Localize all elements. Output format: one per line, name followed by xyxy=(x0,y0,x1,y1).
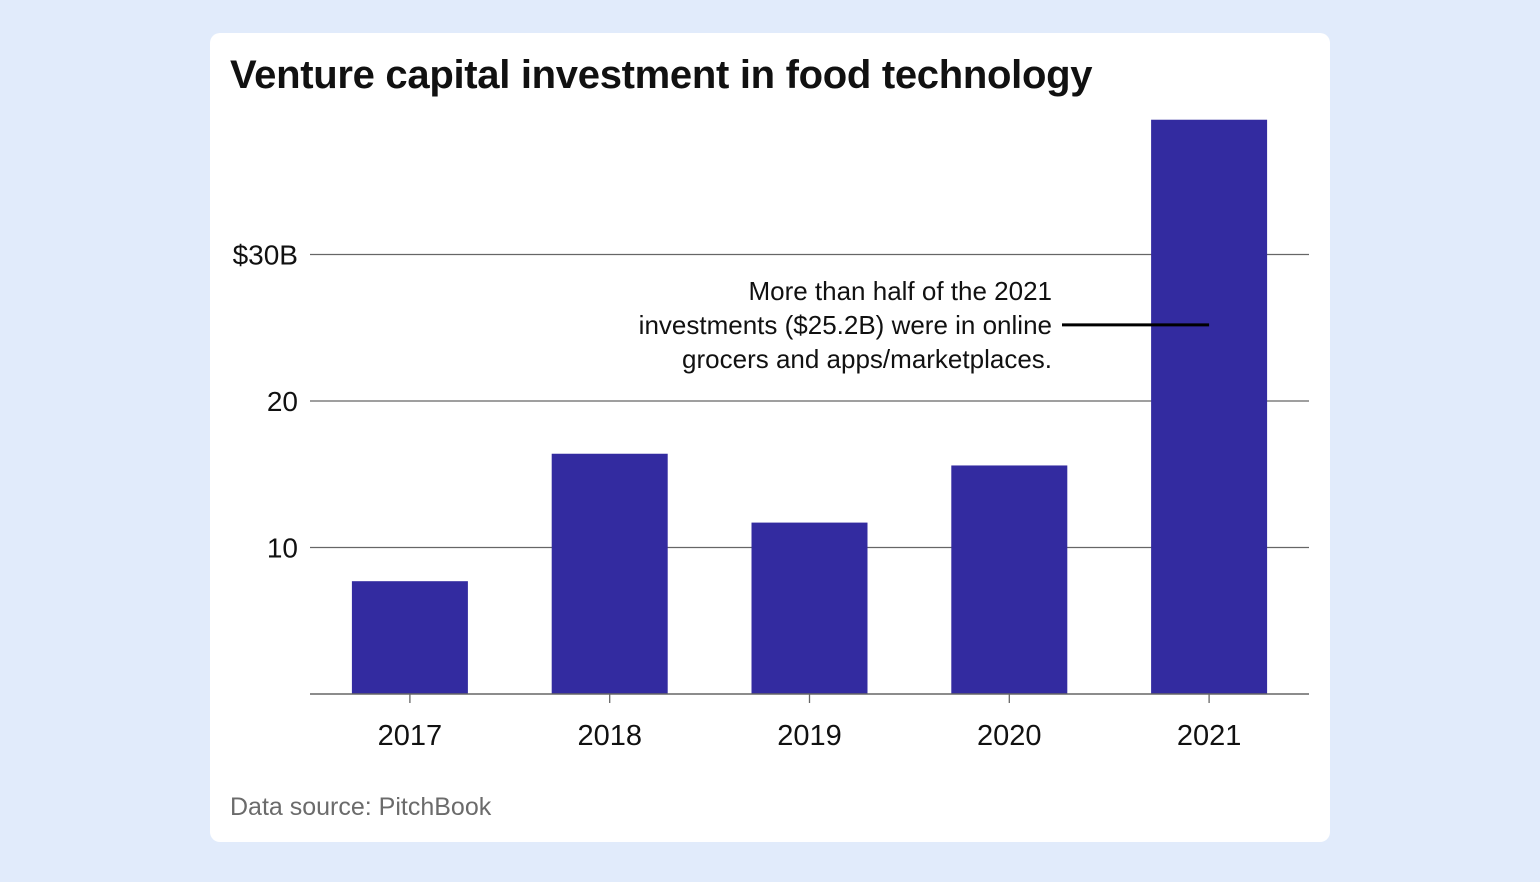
bar-2020 xyxy=(951,465,1068,694)
annotation: More than half of the 2021 investments ($… xyxy=(639,276,1210,374)
annotation-text-line: grocers and apps/marketplaces. xyxy=(682,344,1052,374)
x-tick-label: 2019 xyxy=(777,720,842,752)
annotation-text-line: More than half of the 2021 xyxy=(748,276,1052,306)
x-tick-label: 2020 xyxy=(977,720,1042,752)
bar-chart: 10 20 $30B 2017 2018 2019 2020 2021 More than h… xyxy=(233,119,1309,752)
y-tick-label: $30B xyxy=(233,240,298,271)
annotation-text-line: investments ($25.2B) were in online xyxy=(639,310,1052,340)
x-tick-label: 2021 xyxy=(1177,720,1242,752)
y-tick-label: 20 xyxy=(267,386,298,417)
chart-card: Venture capital investment in food techn… xyxy=(210,33,1330,842)
bar-2019 xyxy=(751,522,868,694)
axes: 10 20 $30B 2017 2018 2019 2020 2021 xyxy=(233,240,1309,752)
y-tick-label: 10 xyxy=(267,533,298,564)
x-tick-label: 2017 xyxy=(378,720,443,752)
bar-2018 xyxy=(551,453,668,694)
x-tick-label: 2018 xyxy=(577,720,642,752)
chart-title: Venture capital investment in food techn… xyxy=(230,53,1093,97)
bar-2017 xyxy=(351,581,468,694)
bars xyxy=(351,119,1268,695)
bar-2021 xyxy=(1151,119,1268,695)
data-source-note: Data source: PitchBook xyxy=(230,793,492,821)
